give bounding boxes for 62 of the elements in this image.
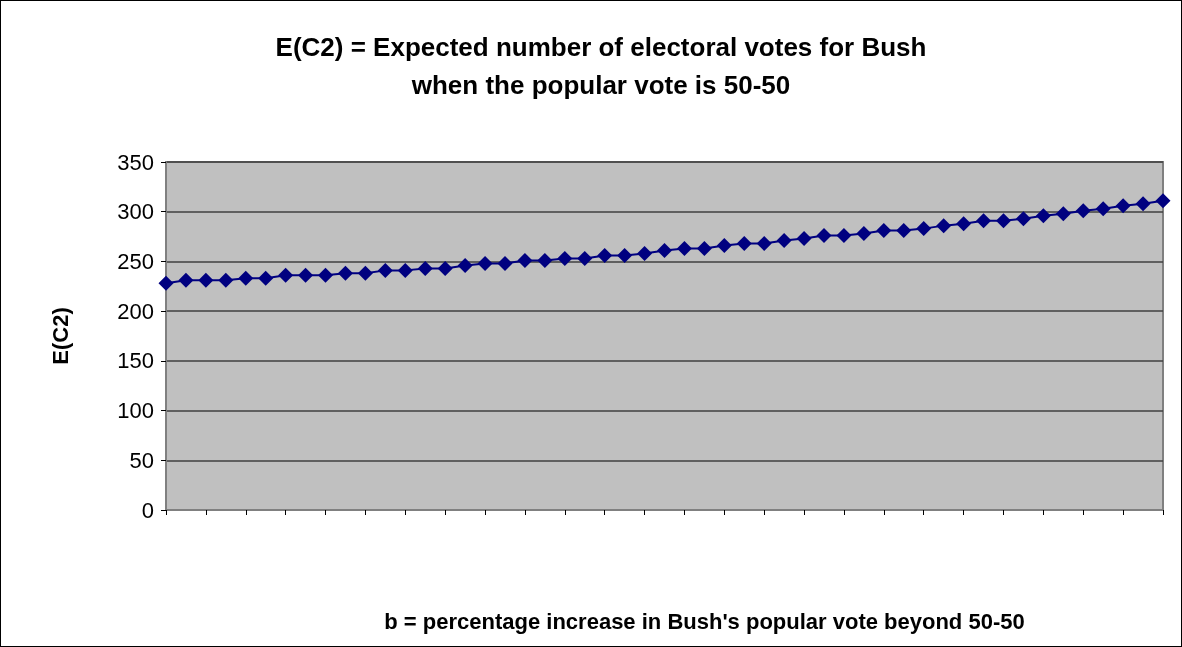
point: [258, 270, 274, 286]
point: [936, 218, 952, 234]
point: [1055, 206, 1071, 222]
point: [976, 213, 992, 229]
point: [896, 223, 912, 239]
point: [1075, 203, 1091, 219]
point: [298, 267, 314, 283]
point: [517, 252, 533, 268]
point: [437, 260, 453, 276]
point: [1155, 193, 1171, 209]
point: [497, 255, 513, 271]
y-tick-label: 200: [117, 298, 154, 324]
point: [457, 257, 473, 273]
point: [377, 262, 393, 278]
y-tick-label: 100: [117, 398, 154, 424]
point: [198, 272, 214, 288]
point: [597, 247, 613, 263]
point: [1035, 208, 1051, 224]
point: [796, 231, 812, 247]
point: [1115, 198, 1131, 214]
y-tick-label: 150: [117, 348, 154, 374]
point: [836, 228, 852, 244]
point: [716, 238, 732, 254]
point: [238, 270, 254, 286]
point: [477, 255, 493, 271]
y-tick-label: 350: [117, 149, 154, 175]
point: [1015, 211, 1031, 227]
x-axis-title: b = percentage increase in Bush's popular vote beyond 50-50: [384, 608, 1025, 634]
point: [657, 242, 672, 258]
point: [218, 272, 234, 288]
point: [676, 241, 692, 256]
point: [178, 272, 194, 288]
y-tick-label: 250: [117, 248, 154, 274]
point: [637, 245, 653, 261]
y-tick-label: 50: [129, 447, 154, 473]
point: [916, 221, 932, 237]
point: [537, 252, 553, 268]
point: [397, 262, 413, 278]
point: [856, 226, 872, 242]
point: [417, 260, 433, 276]
point: [357, 265, 373, 281]
point: [696, 241, 712, 256]
point: [278, 267, 294, 283]
point: [318, 267, 334, 283]
point: [557, 250, 573, 266]
point: [158, 275, 174, 291]
point: [995, 213, 1011, 229]
point: [816, 228, 832, 244]
chart-title: E(C2) = Expected number of electoral votes for Bush when the popular vote is 50-50: [275, 32, 927, 100]
point: [876, 223, 892, 239]
point: [617, 247, 633, 263]
point: [956, 216, 972, 232]
y-tick-label: 300: [117, 199, 154, 225]
point: [776, 233, 792, 249]
point: [337, 265, 353, 281]
y-axis-title: E(C2): [47, 307, 73, 365]
point: [1095, 201, 1111, 217]
point: [577, 250, 593, 266]
point: [1135, 196, 1151, 212]
y-tick-label: 0: [141, 497, 154, 523]
point: [756, 236, 772, 252]
point: [736, 236, 752, 252]
